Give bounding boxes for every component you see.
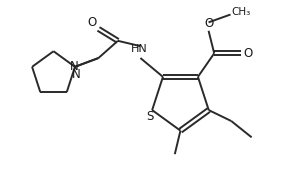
Text: N: N [72,68,81,81]
Text: O: O [87,16,96,29]
Text: N: N [70,60,79,73]
Text: HN: HN [131,44,147,54]
Text: O: O [204,17,213,30]
Text: O: O [243,47,252,60]
Text: S: S [146,111,154,124]
Text: CH₃: CH₃ [232,7,251,17]
